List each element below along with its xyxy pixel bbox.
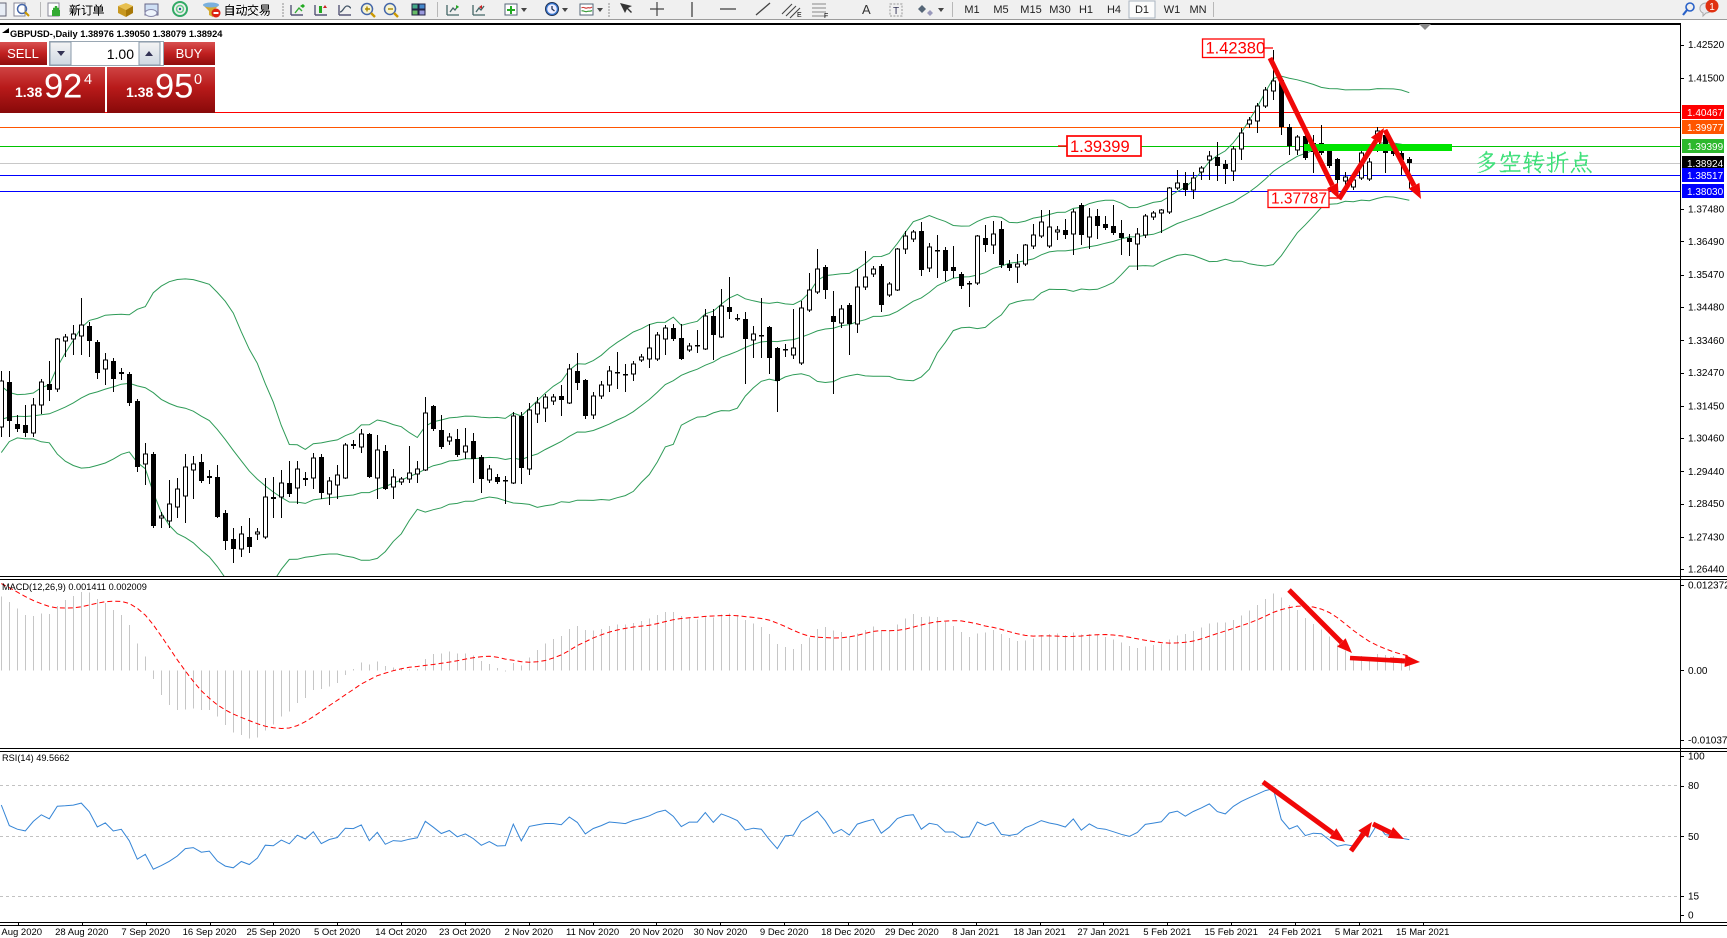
svg-text:GBPUSD-,Daily 1.38976 1.39050: GBPUSD-,Daily 1.38976 1.39050 1.38079 1.… bbox=[10, 29, 223, 39]
svg-text:M5: M5 bbox=[993, 4, 1008, 16]
svg-text:1: 1 bbox=[1709, 2, 1715, 13]
svg-text:0: 0 bbox=[194, 72, 202, 88]
svg-text:15: 15 bbox=[1688, 892, 1700, 903]
svg-text:1.39399: 1.39399 bbox=[1687, 142, 1724, 153]
svg-text:H1: H1 bbox=[1079, 4, 1093, 16]
svg-text:1.29440: 1.29440 bbox=[1688, 467, 1725, 478]
svg-text:1.31450: 1.31450 bbox=[1688, 401, 1725, 412]
svg-text:92: 92 bbox=[44, 68, 82, 106]
svg-text:16 Sep 2020: 16 Sep 2020 bbox=[183, 927, 237, 938]
svg-text:100: 100 bbox=[1688, 752, 1705, 763]
svg-text:15 Feb 2021: 15 Feb 2021 bbox=[1205, 927, 1258, 938]
svg-text:1.39977: 1.39977 bbox=[1687, 123, 1724, 134]
svg-text:1.30460: 1.30460 bbox=[1688, 434, 1725, 445]
svg-text:1.38517: 1.38517 bbox=[1687, 171, 1724, 182]
svg-text:29 Dec 2020: 29 Dec 2020 bbox=[885, 927, 939, 938]
svg-text:1.38: 1.38 bbox=[126, 84, 153, 100]
svg-text:0: 0 bbox=[1688, 911, 1694, 922]
svg-text:7 Sep 2020: 7 Sep 2020 bbox=[121, 927, 170, 938]
svg-text:1.37787: 1.37787 bbox=[1271, 191, 1327, 208]
svg-text:1.36490: 1.36490 bbox=[1688, 237, 1725, 248]
svg-text:H4: H4 bbox=[1107, 4, 1121, 16]
svg-text:28 Aug 2020: 28 Aug 2020 bbox=[55, 927, 108, 938]
svg-text:1.41500: 1.41500 bbox=[1688, 73, 1725, 84]
svg-text:1.38924: 1.38924 bbox=[1687, 159, 1724, 170]
svg-text:23 Oct 2020: 23 Oct 2020 bbox=[439, 927, 491, 938]
svg-text:27 Jan 2021: 27 Jan 2021 bbox=[1077, 927, 1129, 938]
svg-text:18 Jan 2021: 18 Jan 2021 bbox=[1013, 927, 1065, 938]
svg-text:0.012372: 0.012372 bbox=[1688, 581, 1727, 592]
svg-text:30 Nov 2020: 30 Nov 2020 bbox=[693, 927, 747, 938]
svg-text:M30: M30 bbox=[1049, 4, 1070, 16]
svg-text:1.35470: 1.35470 bbox=[1688, 270, 1725, 281]
svg-text:A: A bbox=[862, 2, 871, 17]
svg-text:T: T bbox=[893, 6, 899, 17]
svg-text:11 Nov 2020: 11 Nov 2020 bbox=[566, 927, 619, 938]
svg-text:5 Oct 2020: 5 Oct 2020 bbox=[314, 927, 360, 938]
svg-text:25 Sep 2020: 25 Sep 2020 bbox=[246, 927, 300, 938]
svg-text:MN: MN bbox=[1189, 4, 1206, 16]
svg-text:1.27430: 1.27430 bbox=[1688, 532, 1725, 543]
svg-text:M15: M15 bbox=[1020, 4, 1041, 16]
svg-text:5 Mar 2021: 5 Mar 2021 bbox=[1335, 927, 1383, 938]
svg-text:E: E bbox=[797, 12, 802, 19]
svg-text:BUY: BUY bbox=[176, 46, 203, 61]
svg-text:18 Dec 2020: 18 Dec 2020 bbox=[821, 927, 875, 938]
svg-text:1.39399: 1.39399 bbox=[1070, 138, 1130, 156]
svg-text:D1: D1 bbox=[1135, 4, 1149, 16]
svg-text:9 Aug 2020: 9 Aug 2020 bbox=[0, 927, 42, 938]
svg-text:SELL: SELL bbox=[7, 46, 39, 61]
svg-text:1.40467: 1.40467 bbox=[1687, 108, 1724, 119]
svg-text:50: 50 bbox=[1688, 832, 1700, 843]
svg-text:1.37480: 1.37480 bbox=[1688, 205, 1725, 216]
svg-text:1.28450: 1.28450 bbox=[1688, 499, 1725, 510]
svg-text:1.26440: 1.26440 bbox=[1688, 565, 1725, 576]
svg-text:2 Nov 2020: 2 Nov 2020 bbox=[505, 927, 554, 938]
svg-text:95: 95 bbox=[155, 68, 193, 106]
svg-text:1.42520: 1.42520 bbox=[1688, 40, 1725, 51]
svg-text:F: F bbox=[824, 13, 828, 20]
svg-text:80: 80 bbox=[1688, 781, 1700, 792]
svg-text:1.34480: 1.34480 bbox=[1688, 303, 1725, 314]
svg-text:W1: W1 bbox=[1164, 4, 1181, 16]
svg-text:-0.010374: -0.010374 bbox=[1688, 736, 1727, 747]
svg-text:1.33460: 1.33460 bbox=[1688, 336, 1725, 347]
svg-text:MACD(12,26,9) 0.001411 0.00200: MACD(12,26,9) 0.001411 0.002009 bbox=[2, 582, 147, 592]
svg-text:1.38030: 1.38030 bbox=[1687, 187, 1724, 198]
svg-text:1.00: 1.00 bbox=[107, 46, 134, 62]
svg-text:14 Oct 2020: 14 Oct 2020 bbox=[375, 927, 427, 938]
svg-text:1.38: 1.38 bbox=[15, 84, 42, 100]
svg-text:0.00: 0.00 bbox=[1688, 666, 1708, 677]
svg-text:8 Jan 2021: 8 Jan 2021 bbox=[952, 927, 999, 938]
svg-text:M1: M1 bbox=[964, 4, 979, 16]
svg-text:4: 4 bbox=[84, 72, 92, 88]
svg-text:1.42380: 1.42380 bbox=[1206, 40, 1266, 58]
svg-text:15 Mar 2021: 15 Mar 2021 bbox=[1396, 927, 1449, 938]
svg-text:24 Feb 2021: 24 Feb 2021 bbox=[1268, 927, 1321, 938]
svg-text:1.32470: 1.32470 bbox=[1688, 368, 1725, 379]
svg-text:RSI(14) 49.5662: RSI(14) 49.5662 bbox=[2, 753, 69, 763]
svg-text:20 Nov 2020: 20 Nov 2020 bbox=[630, 927, 684, 938]
svg-text:5 Feb 2021: 5 Feb 2021 bbox=[1143, 927, 1191, 938]
svg-text:9 Dec 2020: 9 Dec 2020 bbox=[760, 927, 809, 938]
